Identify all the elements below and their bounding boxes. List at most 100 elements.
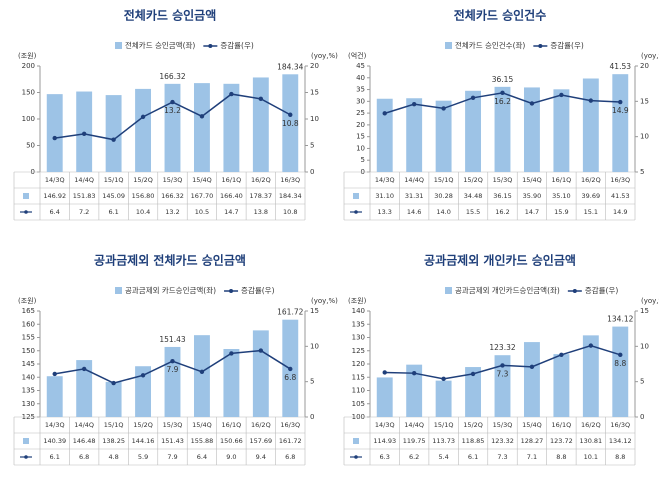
y-tick-label: 130 bbox=[352, 334, 365, 342]
y-tick-label: 150 bbox=[22, 347, 35, 355]
table-cell: 184.34 bbox=[279, 192, 302, 200]
table-cell: 145.09 bbox=[102, 192, 125, 200]
table-cell: 150.66 bbox=[220, 437, 243, 445]
x-tick-label: 16/1Q bbox=[552, 176, 572, 184]
chart-title: 전체카드 승인건수 bbox=[454, 8, 547, 23]
table-cell: 10.8 bbox=[283, 208, 297, 216]
line-marker bbox=[411, 370, 417, 376]
table-swatch bbox=[23, 438, 29, 444]
table-cell: 118.85 bbox=[462, 437, 485, 445]
bar bbox=[164, 83, 181, 172]
table-cell: 6.2 bbox=[409, 453, 419, 461]
table-cell: 8.8 bbox=[615, 453, 625, 461]
line-marker bbox=[382, 111, 387, 116]
x-tick-label: 15/3Q bbox=[163, 176, 183, 184]
bar bbox=[376, 377, 393, 417]
x-tick-label: 16/3Q bbox=[280, 176, 300, 184]
bar bbox=[465, 90, 482, 172]
legend-swatch bbox=[115, 287, 122, 294]
y-tick-label: 135 bbox=[352, 320, 365, 328]
y-tick-label: 135 bbox=[22, 387, 35, 395]
table-cell: 6.1 bbox=[108, 208, 118, 216]
y2-tick-label: 5 bbox=[310, 142, 314, 150]
table-cell: 13.3 bbox=[377, 208, 391, 216]
y-tick-label: 35 bbox=[356, 86, 365, 94]
x-tick-label: 16/2Q bbox=[251, 176, 271, 184]
table-cell: 31.31 bbox=[405, 192, 424, 200]
data-label: 41.53 bbox=[610, 62, 632, 71]
table-cell: 130.81 bbox=[579, 437, 602, 445]
y2-tick-label: 10 bbox=[310, 342, 319, 350]
table-cell: 5.9 bbox=[138, 453, 148, 461]
bar bbox=[612, 74, 629, 172]
data-label: 151.43 bbox=[159, 335, 185, 344]
table-cell: 35.90 bbox=[523, 192, 542, 200]
line-marker bbox=[288, 366, 293, 372]
table-cell: 7.1 bbox=[527, 453, 537, 461]
legend-marker bbox=[572, 289, 577, 293]
x-tick-label: 15/2Q bbox=[463, 421, 483, 429]
legend-marker bbox=[229, 289, 234, 293]
x-tick-label: 14/4Q bbox=[74, 421, 94, 429]
data-label: 14.9 bbox=[612, 106, 629, 115]
x-tick-label: 15/1Q bbox=[104, 176, 124, 184]
table-cell: 167.70 bbox=[191, 192, 214, 200]
table-cell: 35.10 bbox=[552, 192, 571, 200]
bar bbox=[465, 367, 482, 417]
table-cell: 157.69 bbox=[249, 437, 272, 445]
table-cell: 15.1 bbox=[584, 208, 598, 216]
bar bbox=[76, 360, 93, 417]
table-cell: 14.0 bbox=[436, 208, 450, 216]
y2-tick-label: 0 bbox=[310, 413, 314, 421]
y2-tick-label: 5 bbox=[640, 168, 644, 176]
table-cell: 15.5 bbox=[466, 208, 480, 216]
table-line-marker bbox=[24, 210, 28, 214]
y-tick-label: 10 bbox=[356, 144, 365, 152]
y-tick-label: 50 bbox=[26, 142, 35, 150]
y2-axis-label: (yoy,%) bbox=[311, 297, 338, 305]
bar bbox=[105, 95, 122, 172]
table-cell: 6.8 bbox=[79, 453, 89, 461]
table-cell: 14.6 bbox=[407, 208, 421, 216]
data-label: 184.34 bbox=[277, 62, 303, 71]
bar bbox=[252, 77, 269, 172]
table-cell: 161.72 bbox=[279, 437, 302, 445]
x-tick-label: 15/3Q bbox=[163, 421, 183, 429]
x-tick-label: 16/2Q bbox=[581, 176, 601, 184]
line-marker bbox=[529, 101, 535, 106]
x-tick-label: 16/1Q bbox=[222, 421, 242, 429]
line-marker bbox=[199, 369, 205, 374]
x-tick-label: 15/4Q bbox=[522, 176, 542, 184]
bar bbox=[223, 83, 240, 172]
y-tick-label: 120 bbox=[352, 360, 365, 368]
x-tick-label: 15/2Q bbox=[133, 176, 153, 184]
y-tick-label: 25 bbox=[356, 109, 365, 117]
table-cell: 34.48 bbox=[464, 192, 483, 200]
line-marker bbox=[52, 135, 57, 141]
line-marker bbox=[618, 352, 623, 358]
table-cell: 9.4 bbox=[256, 453, 266, 461]
table-cell: 113.73 bbox=[432, 437, 455, 445]
table-line-marker bbox=[354, 210, 358, 214]
data-label: 166.32 bbox=[159, 72, 185, 81]
bar bbox=[164, 346, 181, 417]
line-marker bbox=[618, 99, 623, 105]
table-cell: 134.12 bbox=[609, 437, 632, 445]
x-tick-label: 14/4Q bbox=[404, 421, 424, 429]
line-marker bbox=[382, 370, 387, 375]
x-tick-label: 16/1Q bbox=[222, 176, 242, 184]
legend-label: 증감률(우) bbox=[550, 40, 584, 50]
table-cell: 13.8 bbox=[254, 208, 268, 216]
data-label: 10.8 bbox=[282, 119, 299, 128]
x-tick-label: 15/3Q bbox=[493, 176, 513, 184]
legend-swatch bbox=[445, 42, 452, 49]
table-cell: 119.75 bbox=[403, 437, 426, 445]
table-cell: 151.43 bbox=[161, 437, 184, 445]
line-marker bbox=[52, 371, 57, 377]
table-cell: 8.8 bbox=[556, 453, 566, 461]
table-cell: 166.32 bbox=[161, 192, 184, 200]
line-marker bbox=[111, 137, 116, 142]
x-tick-label: 14/4Q bbox=[74, 176, 94, 184]
bar bbox=[252, 330, 269, 417]
table-cell: 146.92 bbox=[43, 192, 66, 200]
